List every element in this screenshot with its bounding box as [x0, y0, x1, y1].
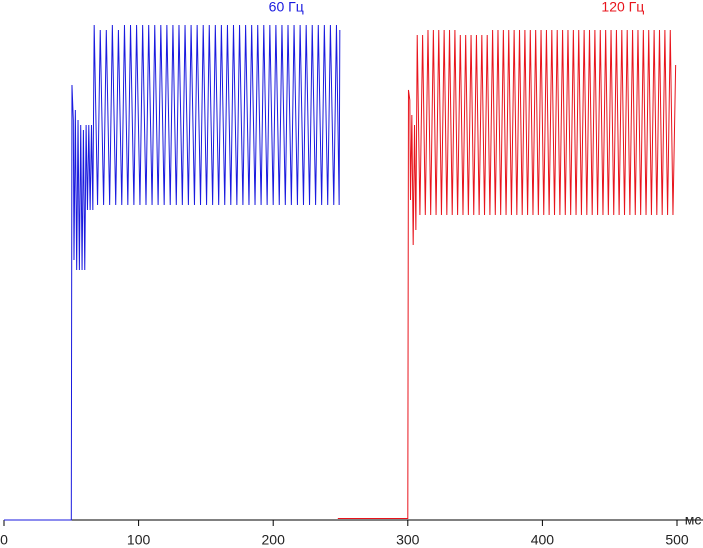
x-tick-label: 300 [396, 532, 420, 548]
series-label: 60 Гц [269, 0, 304, 15]
series-label: 120 Гц [601, 0, 644, 15]
x-axis-label: мс [685, 512, 702, 528]
x-tick-label: 0 [0, 532, 8, 548]
series-line [337, 29, 677, 519]
x-tick-label: 200 [262, 532, 286, 548]
x-tick-label: 400 [531, 532, 555, 548]
series-line [4, 24, 341, 521]
x-tick-label: 100 [127, 532, 151, 548]
x-tick-label: 500 [665, 532, 689, 548]
